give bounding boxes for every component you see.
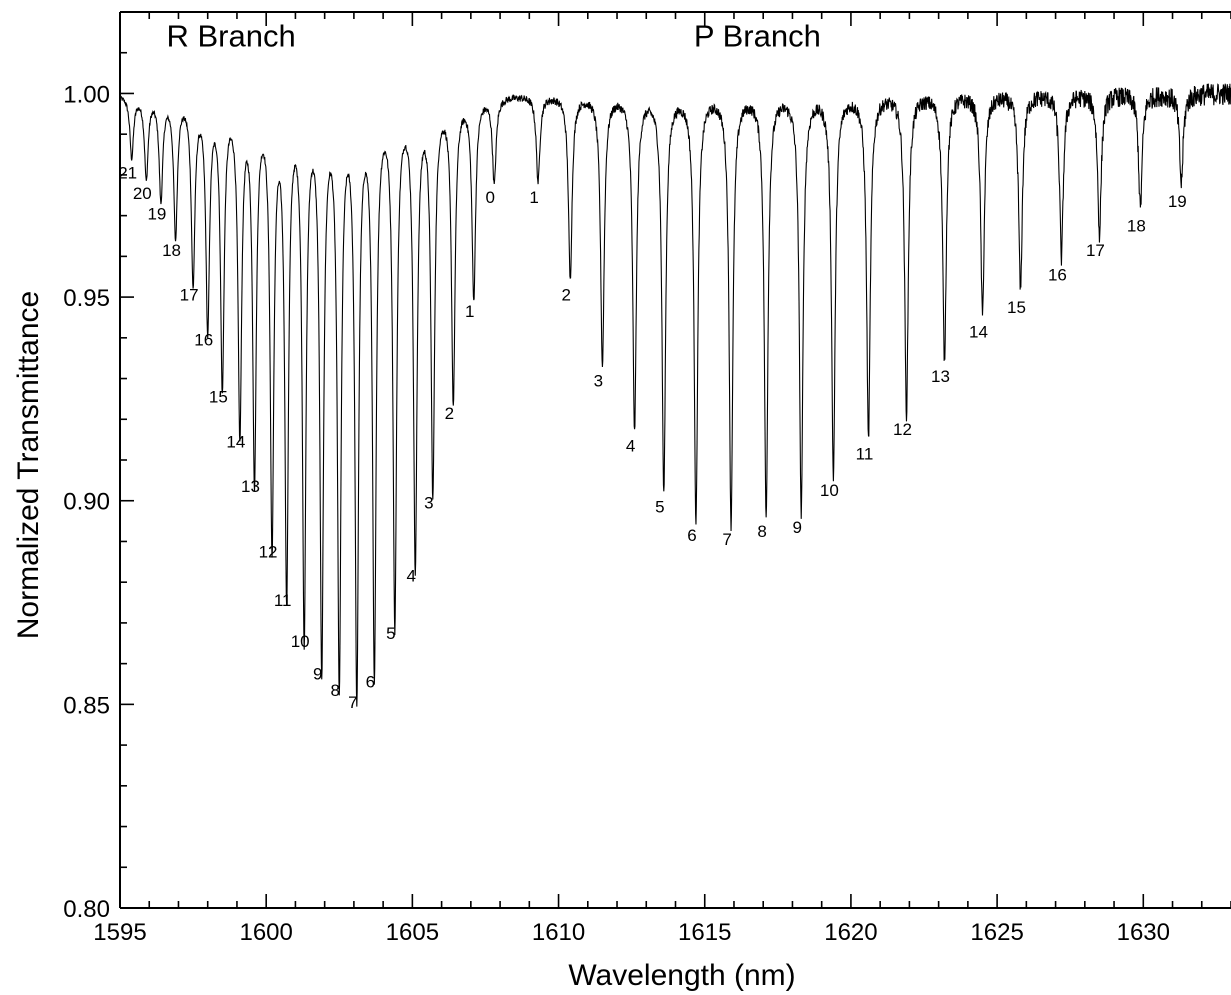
y-tick-label: 1.00 — [63, 81, 110, 108]
line-label-r-6: 6 — [366, 673, 375, 692]
branch-label: P Branch — [694, 19, 821, 54]
line-label-p-16: 16 — [1048, 265, 1067, 284]
y-axis-title: Normalized Transmittance — [12, 291, 45, 639]
plot-area — [119, 83, 1231, 707]
line-label-r-1: 1 — [465, 302, 474, 321]
y-tick-label: 0.85 — [63, 692, 110, 719]
x-tick-label: 1605 — [386, 919, 439, 946]
y-axis-ticks: 0.80 0.85 0.90 0.95 1.00 — [63, 11, 134, 923]
line-label-r-7: 7 — [348, 693, 357, 712]
line-label-r-21: 21 — [118, 164, 137, 183]
y-tick-label: 0.90 — [63, 489, 110, 516]
line-label-p-15: 15 — [1007, 298, 1026, 317]
line-label-p-10: 10 — [820, 481, 839, 500]
line-label-p-4: 4 — [626, 436, 635, 455]
x-tick-label: 1620 — [824, 919, 877, 946]
branch-label: R Branch — [166, 19, 295, 54]
transmittance-trace — [119, 83, 1231, 707]
line-label-r-5: 5 — [386, 624, 395, 643]
x-axis-title: Wavelength (nm) — [568, 959, 795, 992]
line-label-r-14: 14 — [226, 432, 245, 451]
x-tick-label: 1630 — [1117, 919, 1170, 946]
line-label-r-8: 8 — [331, 681, 340, 700]
branch-labels: R Branch P Branch — [166, 19, 820, 54]
x-tick-label: 1625 — [970, 919, 1023, 946]
line-label-p-18: 18 — [1127, 216, 1146, 235]
line-label-p-14: 14 — [969, 322, 988, 341]
line-label-r-0: 0 — [485, 188, 494, 207]
x-axis-ticks: 1595 1600 1605 1610 1615 1620 1625 1630 — [93, 12, 1231, 946]
line-label-p-8: 8 — [757, 522, 766, 541]
line-label-p-17: 17 — [1086, 241, 1105, 260]
line-label-r-20: 20 — [133, 184, 152, 203]
line-label-p-2: 2 — [562, 286, 571, 305]
x-tick-label: 1615 — [678, 919, 731, 946]
line-label-p-9: 9 — [792, 518, 801, 537]
y-tick-label: 0.80 — [63, 896, 110, 923]
line-label-p-13: 13 — [931, 367, 950, 386]
line-label-r-19: 19 — [147, 204, 166, 223]
line-label-r-4: 4 — [407, 567, 416, 586]
line-label-p-19: 19 — [1168, 192, 1187, 211]
line-label-r-9: 9 — [313, 664, 322, 683]
line-label-p-11: 11 — [856, 445, 874, 464]
line-label-r-3: 3 — [424, 493, 433, 512]
x-tick-label: 1600 — [239, 919, 292, 946]
line-label-p-6: 6 — [687, 526, 696, 545]
line-label-r-16: 16 — [194, 331, 213, 350]
line-label-r-18: 18 — [162, 241, 181, 260]
line-label-r-15: 15 — [209, 388, 228, 407]
line-label-p-1: 1 — [529, 188, 538, 207]
y-tick-label: 0.95 — [63, 285, 110, 312]
line-label-p-3: 3 — [594, 371, 603, 390]
x-tick-label: 1610 — [532, 919, 585, 946]
line-label-r-10: 10 — [291, 632, 310, 651]
line-label-r-13: 13 — [241, 477, 260, 496]
line-label-r-12: 12 — [259, 542, 278, 561]
x-tick-label: 1595 — [93, 919, 146, 946]
line-label-r-11: 11 — [274, 591, 292, 610]
line-label-p-12: 12 — [893, 420, 912, 439]
line-label-p-7: 7 — [722, 530, 731, 549]
line-label-r-2: 2 — [445, 404, 454, 423]
line-label-p-5: 5 — [655, 498, 664, 517]
line-label-r-17: 17 — [180, 286, 199, 305]
